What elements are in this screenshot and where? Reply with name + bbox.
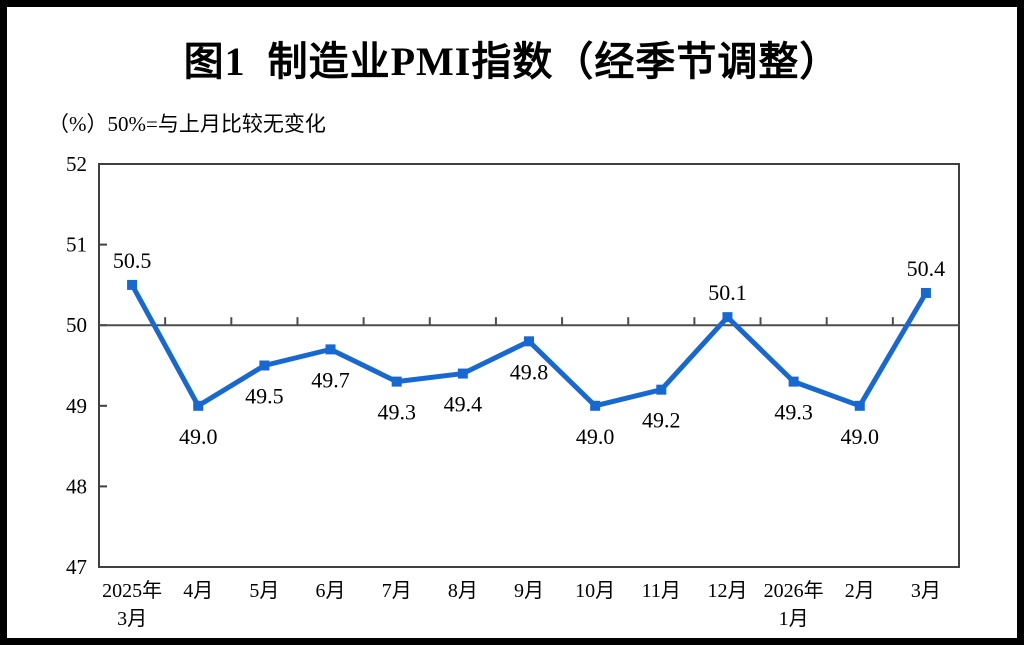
data-point-marker bbox=[325, 344, 336, 355]
data-point-label: 50.1 bbox=[708, 280, 747, 305]
x-category-label: 7月 bbox=[382, 580, 412, 602]
y-axis-label: 51 bbox=[66, 233, 87, 257]
chart-subtitle: （%）50%=与上月比较无变化 bbox=[48, 112, 326, 136]
chart-title: 图1 制造业PMI指数（经季节调整） bbox=[183, 39, 841, 84]
data-point-marker bbox=[788, 376, 799, 387]
data-point-label: 49.3 bbox=[774, 400, 813, 425]
data-point-marker bbox=[457, 368, 468, 379]
pmi-line-chart: 47 48 49 50 51 52 2025年 3月 4月 5月 6月 7月 8月 9月 10月 11月 12月… bbox=[66, 152, 960, 630]
x-category-label: 2026年 1月 bbox=[764, 579, 824, 630]
data-point-label: 50.4 bbox=[907, 256, 946, 281]
data-point-label: 49.3 bbox=[377, 400, 416, 425]
data-point-label: 49.4 bbox=[444, 392, 483, 417]
x-category-label: 3月 bbox=[911, 580, 941, 602]
x-category-label: 6月 bbox=[316, 580, 346, 602]
data-point-marker bbox=[854, 400, 865, 411]
x-category-label: 9月 bbox=[514, 580, 544, 602]
data-point-label: 49.0 bbox=[179, 424, 218, 449]
x-category-label: 12月 bbox=[707, 580, 747, 602]
data-point-marker bbox=[524, 336, 534, 347]
data-point-label: 49.7 bbox=[311, 367, 350, 392]
data-point-label: 49.8 bbox=[510, 359, 549, 384]
y-axis-label: 47 bbox=[66, 555, 87, 579]
x-category-label: 11月 bbox=[642, 580, 681, 602]
data-point-marker bbox=[656, 384, 667, 395]
data-point-marker bbox=[590, 400, 601, 411]
x-category-label: 10月 bbox=[575, 580, 615, 602]
data-point-marker bbox=[722, 312, 733, 323]
y-axis-label: 52 bbox=[66, 152, 87, 176]
data-point-marker bbox=[193, 400, 204, 411]
data-point-label: 49.2 bbox=[642, 408, 681, 433]
data-point-marker bbox=[259, 360, 270, 371]
plot-border bbox=[98, 163, 960, 568]
data-point-label: 49.0 bbox=[841, 424, 880, 449]
x-category-label: 8月 bbox=[448, 580, 478, 602]
data-point-label: 49.0 bbox=[576, 424, 615, 449]
y-axis-label: 49 bbox=[66, 394, 87, 418]
data-point-marker bbox=[391, 376, 402, 387]
x-category-label: 2025年 3月 bbox=[102, 579, 162, 630]
y-axis-label: 50 bbox=[66, 313, 87, 337]
x-category-label: 4月 bbox=[183, 580, 213, 602]
data-point-label: 50.5 bbox=[113, 248, 152, 273]
x-category-label: 5月 bbox=[249, 580, 279, 602]
data-point-marker bbox=[127, 279, 138, 290]
y-axis-label: 48 bbox=[66, 474, 87, 498]
data-point-marker bbox=[920, 287, 931, 298]
x-category-label: 2月 bbox=[845, 580, 875, 602]
data-point-label: 49.5 bbox=[245, 384, 284, 409]
